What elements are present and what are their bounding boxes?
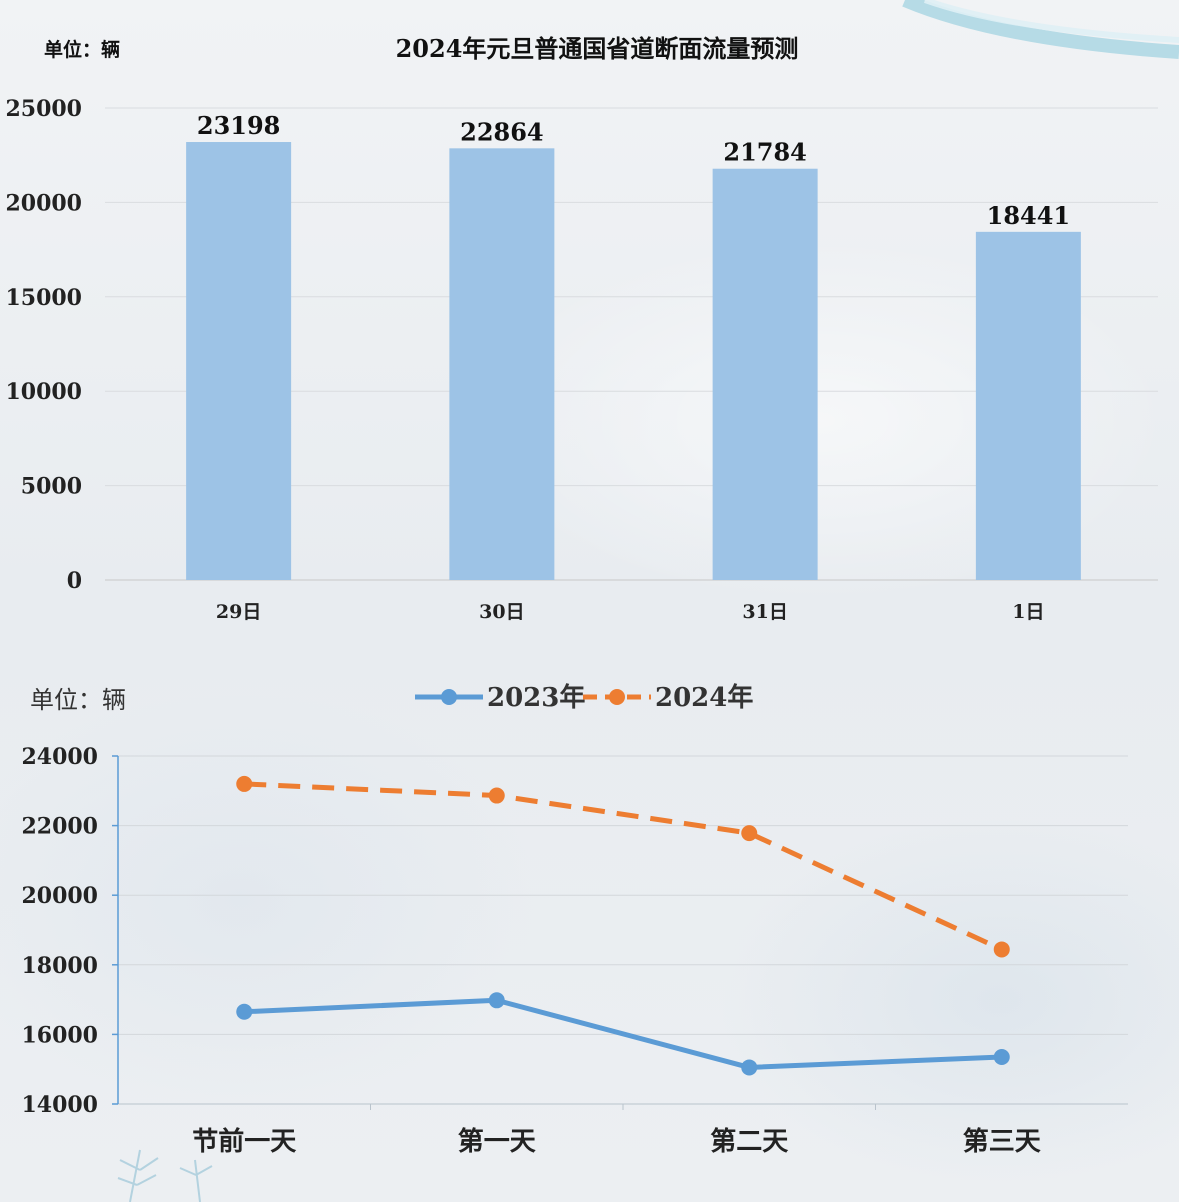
series-point: [488, 787, 505, 804]
bar-category-label: 31日: [742, 601, 787, 623]
bar-y-tick-label: 0: [67, 568, 82, 594]
series-line: [244, 997, 1002, 1070]
series-point: [741, 825, 758, 842]
series-point: [993, 1049, 1010, 1066]
top-right-swoosh-highlight: [924, 0, 1179, 43]
line-category-label: 第三天: [963, 1126, 1041, 1157]
series-point: [993, 941, 1010, 958]
line-chart-series: [236, 775, 1010, 1076]
bar-y-tick-label: 10000: [5, 379, 82, 405]
legend-marker: [441, 689, 457, 705]
line-category-label: 第二天: [710, 1126, 788, 1157]
line-category-label: 第一天: [458, 1126, 536, 1157]
bar: [186, 142, 292, 580]
series-line: [244, 781, 1003, 952]
legend-marker: [609, 689, 625, 705]
line-category-label: 节前一天: [192, 1126, 296, 1157]
series-point: [236, 1003, 253, 1020]
bar-chart-x-axis: 29日 30日 31日 1日: [216, 601, 1045, 623]
line-y-tick-label: 14000: [21, 1092, 98, 1118]
bar-data-label: 23198: [197, 111, 281, 140]
bar-chart-y-axis: 0 5000 10000 15000 20000 25000: [5, 96, 82, 594]
series-point: [488, 992, 505, 1009]
bar-category-label: 30日: [479, 601, 524, 623]
line-y-tick-label: 18000: [21, 953, 98, 979]
line-chart-legend: 2023年 2024年: [415, 682, 753, 713]
line-chart-y-axis: 14000 16000 18000 20000 22000 24000: [21, 744, 98, 1118]
snowflake-icon: [117, 1149, 213, 1202]
bar-category-label: 1日: [1012, 601, 1044, 623]
legend-series-label: 2023年: [487, 682, 585, 713]
bar-chart-title: 2024年元旦普通国省道断面流量预测: [396, 34, 799, 63]
bar-category-label: 29日: [216, 601, 261, 623]
legend-series-label: 2024年: [655, 682, 753, 713]
line-y-tick-label: 24000: [21, 744, 98, 770]
bar-chart-unit-label: 单位：辆: [44, 38, 120, 61]
series-point: [236, 775, 253, 792]
top-right-swoosh: [902, 0, 1179, 59]
line-chart-unit-label: 单位：辆: [30, 686, 126, 714]
line-chart-gridlines: [112, 755, 1128, 1105]
series-point: [741, 1059, 758, 1076]
bar-chart: 单位：辆 2024年元旦普通国省道断面流量预测 0 5000 10000 15000 2…: [5, 34, 1158, 623]
line-y-tick-label: 16000: [21, 1022, 98, 1048]
bar-y-tick-label: 5000: [21, 474, 82, 500]
line-y-tick-label: 22000: [21, 814, 98, 840]
bar-data-label: 22864: [460, 117, 544, 146]
line-chart-x-axis: 节前一天 第一天 第二天 第三天: [192, 1104, 1041, 1157]
bar-chart-data-labels: 23198 22864 21784 18441: [197, 111, 1070, 230]
line-y-tick-label: 20000: [21, 883, 98, 909]
bar: [712, 168, 818, 580]
bar-y-tick-label: 15000: [5, 285, 82, 311]
bar: [975, 231, 1081, 580]
bar-y-tick-label: 25000: [5, 96, 82, 122]
bar-data-label: 18441: [987, 201, 1071, 230]
bar: [449, 148, 555, 580]
bar-data-label: 21784: [723, 138, 807, 167]
bar-y-tick-label: 20000: [5, 190, 82, 216]
bar-chart-bars: [186, 142, 1081, 580]
